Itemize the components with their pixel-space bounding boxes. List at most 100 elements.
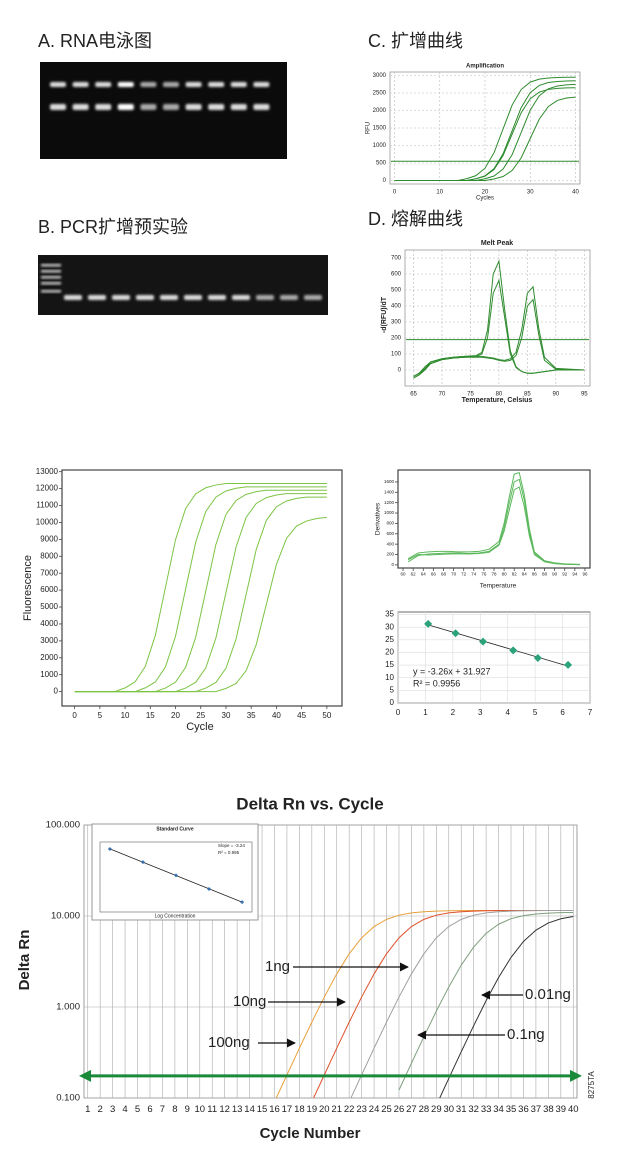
band [117, 82, 134, 87]
y-tick-label: 0 [54, 687, 59, 696]
x-tick-label: 39 [556, 1104, 567, 1115]
y-tick-label: 15 [385, 660, 394, 669]
x-tick-label: 18 [294, 1104, 305, 1115]
y-tick-label: 600 [391, 272, 402, 278]
x-tick-label: 21 [331, 1104, 342, 1115]
x-tick-label: 17 [282, 1104, 293, 1115]
chart-title: Melt Peak [481, 240, 513, 247]
band [50, 82, 66, 87]
x-tick-label: 7 [160, 1104, 165, 1115]
annotation: 10ng [233, 993, 266, 1010]
ladder-band [41, 270, 61, 273]
band [185, 82, 202, 87]
series-line [413, 285, 585, 377]
panel-label: D. 熔解曲线 [368, 209, 463, 229]
x-tick-label: 4 [505, 708, 510, 717]
band [253, 82, 270, 87]
y-tick-label: 11000 [36, 501, 58, 510]
plot-clip [275, 909, 574, 1098]
x-tick-label: 72 [461, 572, 467, 577]
x-axis-label: Cycle [186, 721, 214, 733]
band [208, 82, 225, 87]
y-tick-label: 700 [391, 256, 402, 262]
x-tick-label: 74 [471, 572, 477, 577]
y-tick-label: 400 [386, 541, 394, 546]
y-tick-label: 1400 [384, 489, 395, 494]
x-tick-label: 0 [393, 190, 397, 196]
x-tick-label: 40 [568, 1104, 579, 1115]
x-tick-label: 80 [502, 572, 508, 577]
band [64, 295, 82, 300]
y-tick-label: 25 [385, 635, 394, 644]
series-line [407, 471, 580, 565]
series-line [439, 915, 574, 1098]
x-tick-label: 34 [493, 1104, 504, 1115]
band [160, 295, 178, 300]
y-tick-label: 400 [391, 304, 402, 310]
y-axis-label: Fluorescence [22, 555, 34, 621]
x-tick-label: 4 [122, 1104, 127, 1115]
trendline [428, 624, 569, 667]
x-tick-label: 11 [207, 1104, 217, 1115]
y-tick-label: 200 [386, 552, 394, 557]
x-tick-label: 92 [562, 572, 568, 577]
y-tick-label: 20 [385, 648, 394, 657]
x-tick-label: 5 [135, 1104, 140, 1115]
band [140, 82, 157, 87]
gel-a [40, 62, 287, 159]
x-tick-label: 5 [98, 711, 103, 720]
ladder-band [41, 264, 61, 267]
y-tick-label: 0 [390, 698, 395, 707]
x-tick-label: 31 [456, 1104, 467, 1115]
y-tick-label: 0 [398, 368, 402, 374]
band [72, 82, 89, 87]
x-tick-label: 70 [439, 392, 446, 398]
y-tick-label: 1000 [40, 670, 58, 679]
x-tick-label: 1 [423, 708, 428, 717]
y-tick-label: 9000 [40, 534, 58, 543]
x-tick-label: 86 [532, 572, 538, 577]
y-tick-label: 6000 [40, 585, 58, 594]
band [50, 104, 66, 110]
x-tick-label: 9 [185, 1104, 190, 1115]
band [163, 82, 179, 87]
x-tick-label: 37 [531, 1104, 542, 1115]
x-tick-label: 20 [482, 190, 489, 196]
x-tick-label: 8 [172, 1104, 177, 1115]
y-tick-label: 800 [386, 521, 394, 526]
x-tick-label: 3 [478, 708, 483, 717]
gel-b [38, 255, 328, 315]
x-tick-label: 40 [272, 711, 281, 720]
x-tick-label: 27 [406, 1104, 417, 1115]
y-tick-label: 2000 [373, 108, 387, 114]
x-tick-label: 50 [322, 711, 331, 720]
x-tick-label: 15 [146, 711, 155, 720]
ladder-band [41, 290, 61, 293]
x-tick-label: 70 [451, 572, 457, 577]
x-tick-label: 15 [257, 1104, 268, 1115]
x-tick-label: 94 [572, 572, 578, 577]
x-tick-label: 0 [396, 708, 401, 717]
y-tick-label: 2500 [373, 91, 387, 97]
y-tick-label: 0 [383, 178, 387, 184]
x-tick-label: 82 [512, 572, 518, 577]
ladder-band [41, 276, 61, 279]
y-tick-label: 7000 [40, 568, 58, 577]
y-tick-label: 4000 [40, 619, 58, 628]
band [232, 295, 250, 300]
y-tick-label: 12000 [36, 484, 59, 493]
x-tick-label: 80 [496, 392, 503, 398]
y-tick-label: 600 [386, 531, 394, 536]
x-tick-label: 65 [410, 392, 417, 398]
y-tick-label: 3000 [373, 73, 387, 79]
x-tick-label: 10 [121, 711, 130, 720]
x-tick-label: 96 [582, 572, 588, 577]
x-tick-label: 32 [468, 1104, 479, 1115]
plot-area [397, 469, 591, 569]
y-tick-label: 200 [391, 336, 402, 342]
x-tick-label: 35 [247, 711, 256, 720]
annotation: 0.1ng [507, 1026, 545, 1043]
y-tick-label: 1000 [384, 510, 395, 515]
point [174, 873, 178, 878]
